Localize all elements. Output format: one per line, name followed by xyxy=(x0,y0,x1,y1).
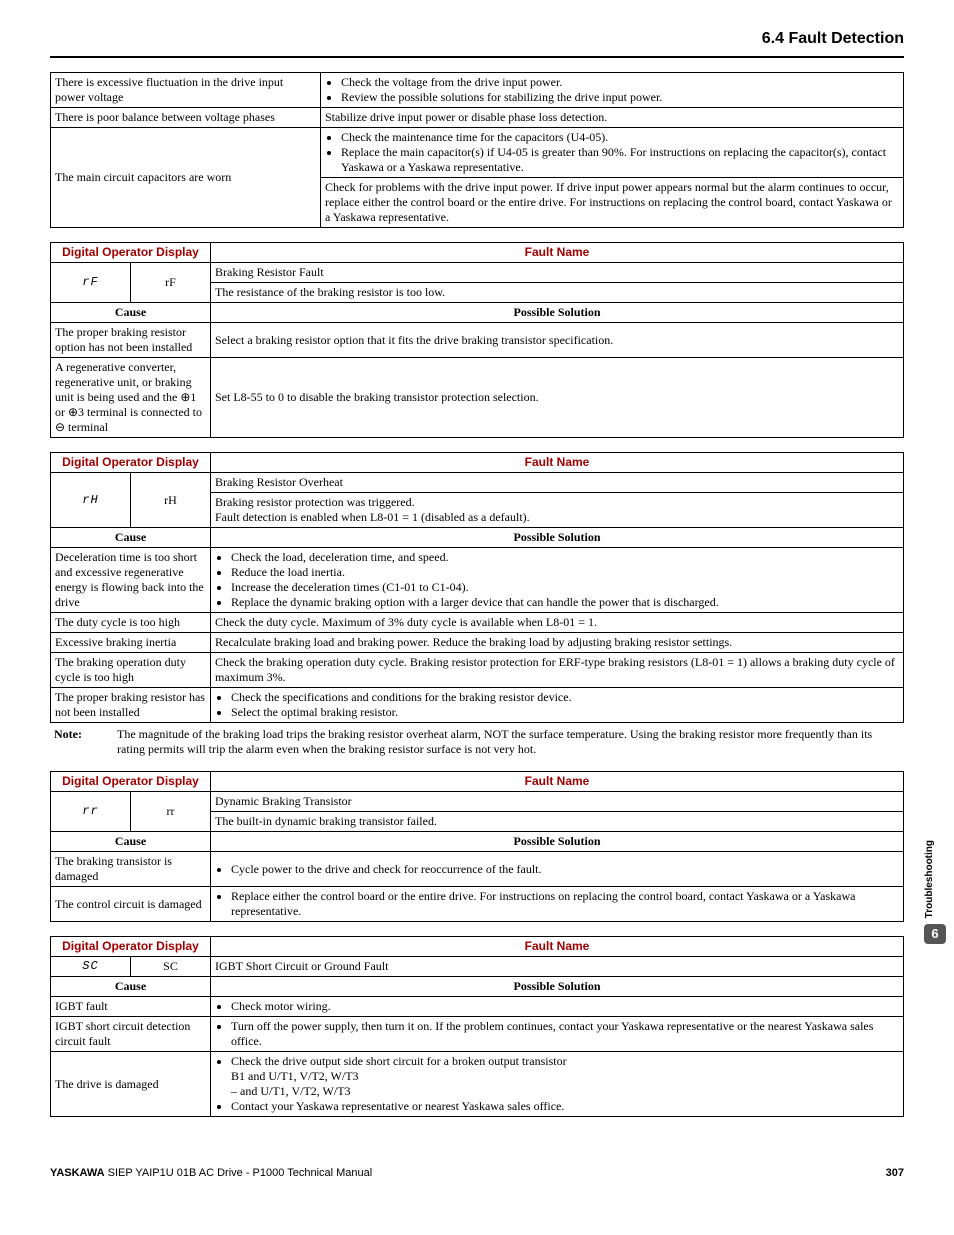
cell-solution: Check the specifications and conditions … xyxy=(211,688,904,723)
cell-cause: The proper braking resistor has not been… xyxy=(51,688,211,723)
fault-name: Braking Resistor Overheat xyxy=(211,473,904,493)
list-item: Check the drive output side short circui… xyxy=(231,1054,899,1099)
side-num: 6 xyxy=(924,924,946,944)
seg-display: rr xyxy=(51,792,131,832)
hdr-ps: Possible Solution xyxy=(211,528,904,548)
list-item: Select the optimal braking resistor. xyxy=(231,705,899,720)
hdr-cause: Cause xyxy=(51,303,211,323)
cell-cause: IGBT short circuit detection circuit fau… xyxy=(51,1017,211,1052)
hdr-cause: Cause xyxy=(51,832,211,852)
cell-solution: Check the load, deceleration time, and s… xyxy=(211,548,904,613)
hdr-display: Digital Operator Display xyxy=(51,937,211,957)
seg-display: rH xyxy=(51,473,131,528)
note-body: The magnitude of the braking load trips … xyxy=(117,727,893,757)
txt-display: rH xyxy=(131,473,211,528)
txt-display: rF xyxy=(131,263,211,303)
cell-cause: There is poor balance between voltage ph… xyxy=(51,108,321,128)
cell-solution: Cycle power to the drive and check for r… xyxy=(211,852,904,887)
list-item: Increase the deceleration times (C1-01 t… xyxy=(231,580,899,595)
fault-desc: The built-in dynamic braking transistor … xyxy=(211,812,904,832)
fault-name: IGBT Short Circuit or Ground Fault xyxy=(211,957,904,977)
section-title: 6.4 Fault Detection xyxy=(50,30,904,48)
cell-cause: The duty cycle is too high xyxy=(51,613,211,633)
cell-solution: Turn off the power supply, then turn it … xyxy=(211,1017,904,1052)
cell-solution: Check for problems with the drive input … xyxy=(321,178,904,228)
list-item: Review the possible solutions for stabil… xyxy=(341,90,899,105)
table-continuation: There is excessive fluctuation in the dr… xyxy=(50,72,904,228)
cell-cause: A regenerative converter, regenerative u… xyxy=(51,358,211,438)
list-item: Check the voltage from the drive input p… xyxy=(341,75,899,90)
cell-solution: Set L8-55 to 0 to disable the braking tr… xyxy=(211,358,904,438)
list-item: Contact your Yaskawa representative or n… xyxy=(231,1099,899,1114)
footer-doc: SIEP YAIP1U 01B AC Drive - P1000 Technic… xyxy=(105,1167,373,1179)
cell-cause: IGBT fault xyxy=(51,997,211,1017)
hdr-display: Digital Operator Display xyxy=(51,243,211,263)
cell-solution: Stabilize drive input power or disable p… xyxy=(321,108,904,128)
footer-left: YASKAWA SIEP YAIP1U 01B AC Drive - P1000… xyxy=(50,1167,372,1179)
fault-name: Dynamic Braking Transistor xyxy=(211,792,904,812)
table-rh: Digital Operator Display Fault Name rH r… xyxy=(50,452,904,723)
cell-solution: Check the drive output side short circui… xyxy=(211,1052,904,1117)
seg-display: rF xyxy=(51,263,131,303)
hdr-display: Digital Operator Display xyxy=(51,453,211,473)
side-label: Troubleshooting xyxy=(924,840,935,918)
hdr-faultname: Fault Name xyxy=(211,453,904,473)
txt-display: SC xyxy=(131,957,211,977)
cell-solution: Check the maintenance time for the capac… xyxy=(321,128,904,178)
cell-cause: There is excessive fluctuation in the dr… xyxy=(51,73,321,108)
note-row: Note: The magnitude of the braking load … xyxy=(50,725,904,757)
list-item: Check motor wiring. xyxy=(231,999,899,1014)
cell-cause: The main circuit capacitors are worn xyxy=(51,128,321,228)
hdr-cause: Cause xyxy=(51,977,211,997)
cell-cause: Excessive braking inertia xyxy=(51,633,211,653)
cell-cause: The proper braking resistor option has n… xyxy=(51,323,211,358)
fault-desc: Braking resistor protection was triggere… xyxy=(211,493,904,528)
cell-cause: The drive is damaged xyxy=(51,1052,211,1117)
table-rr: Digital Operator Display Fault Name rr r… xyxy=(50,771,904,922)
table-rf: Digital Operator Display Fault Name rF r… xyxy=(50,242,904,438)
cell-cause: Deceleration time is too short and exces… xyxy=(51,548,211,613)
cell-solution: Check motor wiring. xyxy=(211,997,904,1017)
hdr-faultname: Fault Name xyxy=(211,937,904,957)
txt-display: rr xyxy=(131,792,211,832)
cell-solution: Check the duty cycle. Maximum of 3% duty… xyxy=(211,613,904,633)
top-rule xyxy=(50,56,904,58)
hdr-faultname: Fault Name xyxy=(211,772,904,792)
cell-solution: Check the voltage from the drive input p… xyxy=(321,73,904,108)
cell-solution: Replace either the control board or the … xyxy=(211,887,904,922)
fault-desc: The resistance of the braking resistor i… xyxy=(211,283,904,303)
cell-solution: Recalculate braking load and braking pow… xyxy=(211,633,904,653)
list-item: Check the specifications and conditions … xyxy=(231,690,899,705)
cell-cause: The braking operation duty cycle is too … xyxy=(51,653,211,688)
fault-name: Braking Resistor Fault xyxy=(211,263,904,283)
cell-solution: Check the braking operation duty cycle. … xyxy=(211,653,904,688)
footer-page: 307 xyxy=(886,1167,904,1179)
list-item: Check the load, deceleration time, and s… xyxy=(231,550,899,565)
hdr-ps: Possible Solution xyxy=(211,303,904,323)
note-label: Note: xyxy=(54,727,114,742)
footer-brand: YASKAWA xyxy=(50,1167,105,1179)
cell-cause: The braking transistor is damaged xyxy=(51,852,211,887)
footer: YASKAWA SIEP YAIP1U 01B AC Drive - P1000… xyxy=(50,1167,904,1179)
hdr-display: Digital Operator Display xyxy=(51,772,211,792)
list-item: Turn off the power supply, then turn it … xyxy=(231,1019,899,1049)
cell-solution: Select a braking resistor option that it… xyxy=(211,323,904,358)
side-tab: Troubleshooting 6 xyxy=(924,840,946,944)
table-sc: Digital Operator Display Fault Name SC S… xyxy=(50,936,904,1117)
seg-display: SC xyxy=(51,957,131,977)
hdr-cause: Cause xyxy=(51,528,211,548)
list-item: Replace the main capacitor(s) if U4-05 i… xyxy=(341,145,899,175)
list-item: Replace the dynamic braking option with … xyxy=(231,595,899,610)
list-item: Replace either the control board or the … xyxy=(231,889,899,919)
cell-cause: The control circuit is damaged xyxy=(51,887,211,922)
list-item: Reduce the load inertia. xyxy=(231,565,899,580)
hdr-ps: Possible Solution xyxy=(211,832,904,852)
list-item: Cycle power to the drive and check for r… xyxy=(231,862,899,877)
list-item: Check the maintenance time for the capac… xyxy=(341,130,899,145)
hdr-faultname: Fault Name xyxy=(211,243,904,263)
page: 6.4 Fault Detection There is excessive f… xyxy=(0,0,954,1209)
hdr-ps: Possible Solution xyxy=(211,977,904,997)
